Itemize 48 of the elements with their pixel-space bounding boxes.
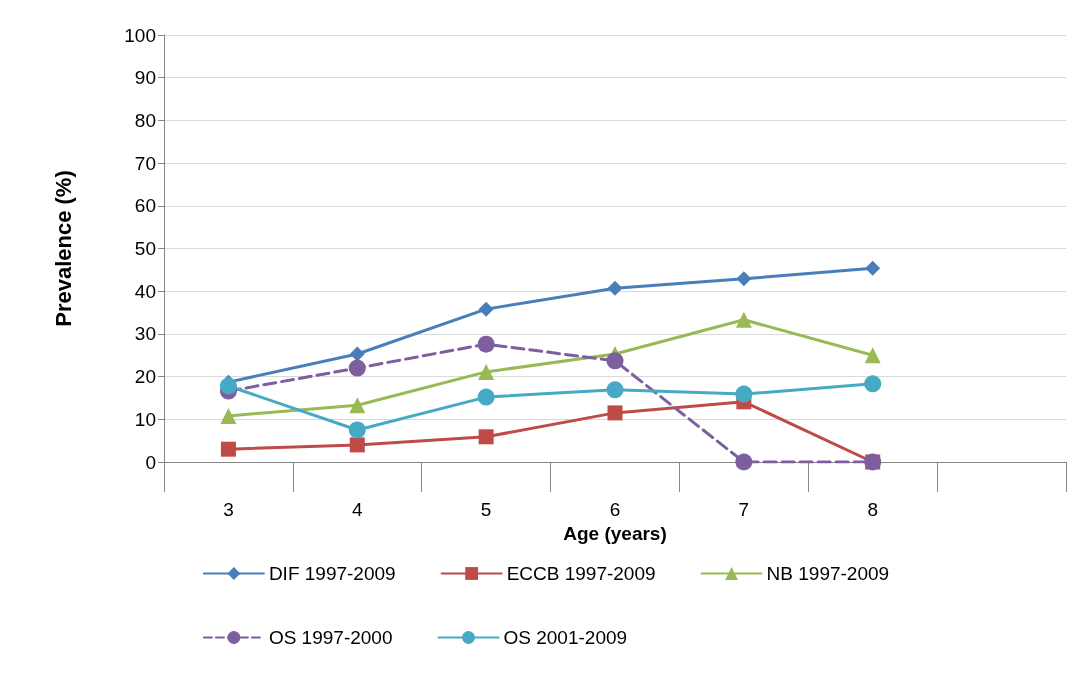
point xyxy=(478,363,495,380)
point xyxy=(864,347,881,364)
point xyxy=(735,311,752,328)
point xyxy=(349,346,365,362)
point xyxy=(477,335,495,353)
point xyxy=(607,405,623,421)
x-tick-label: 8 xyxy=(867,499,878,520)
point xyxy=(478,429,494,445)
point xyxy=(220,407,237,424)
legend-label: NB 1997-2009 xyxy=(766,563,890,584)
point xyxy=(477,388,495,406)
y-tick-label: 80 xyxy=(134,109,156,131)
y-tick-label: 60 xyxy=(134,195,156,217)
point xyxy=(219,377,237,395)
point xyxy=(220,441,236,457)
point xyxy=(864,375,882,393)
point xyxy=(348,421,366,439)
y-tick-label: 100 xyxy=(124,24,156,46)
point xyxy=(735,453,753,471)
legend-label: OS 2001-2009 xyxy=(503,627,628,648)
point xyxy=(349,437,365,453)
x-tick-label: 6 xyxy=(609,499,621,520)
legend-label: OS 1997-2000 xyxy=(268,627,393,648)
x-axis-title: Age (years) xyxy=(563,522,667,544)
point xyxy=(865,260,881,276)
point xyxy=(735,385,753,403)
point xyxy=(349,397,366,414)
point xyxy=(606,352,624,370)
x-tick-label: 5 xyxy=(480,499,492,520)
y-tick-label: 20 xyxy=(134,366,156,388)
y-tick-label: 10 xyxy=(134,408,156,430)
y-axis-title: Prevalence (%) xyxy=(50,170,76,327)
x-tick-label: 3 xyxy=(223,499,234,520)
y-tick-label: 0 xyxy=(145,451,156,473)
point xyxy=(607,280,623,296)
point xyxy=(606,381,624,399)
y-tick-label: 70 xyxy=(134,152,156,174)
point xyxy=(736,271,752,287)
x-tick-label: 7 xyxy=(738,499,750,520)
x-tick-label: 4 xyxy=(352,499,363,520)
point xyxy=(478,301,494,317)
y-tick-label: 40 xyxy=(134,280,156,302)
point xyxy=(348,359,366,377)
legend-label: DIF 1997-2009 xyxy=(268,563,396,584)
y-tick-label: 90 xyxy=(134,67,156,89)
y-tick-label: 30 xyxy=(134,323,156,345)
legend-label: ECCB 1997-2009 xyxy=(506,563,656,584)
y-tick-label: 50 xyxy=(134,238,156,259)
